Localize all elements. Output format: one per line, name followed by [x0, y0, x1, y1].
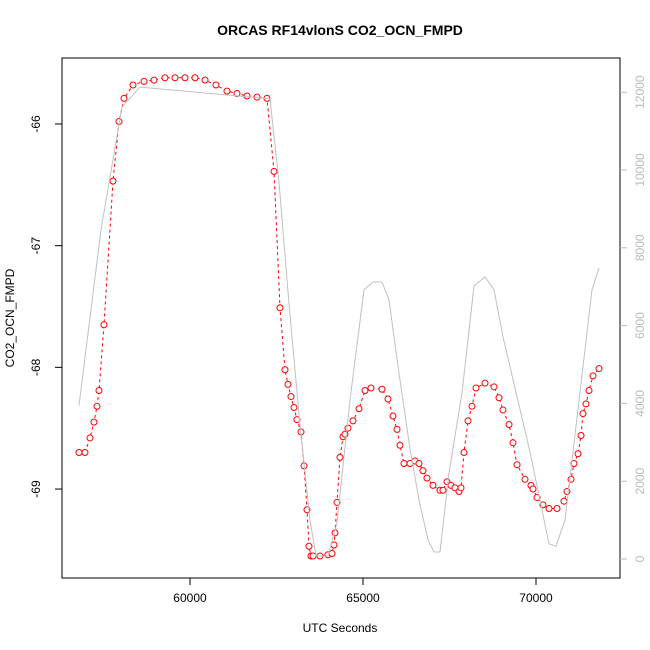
data-point — [336, 453, 344, 461]
data-point — [378, 385, 386, 393]
data-point — [93, 402, 101, 410]
data-point — [201, 76, 209, 84]
data-point — [367, 384, 375, 392]
data-point — [109, 177, 117, 185]
data-point — [419, 467, 427, 475]
data-point — [577, 431, 585, 439]
chart-title: ORCAS RF14vlonS CO2_OCN_FMPD — [217, 22, 463, 38]
data-point — [129, 81, 137, 89]
data-point — [309, 552, 317, 560]
data-point — [361, 386, 369, 394]
data-point — [305, 542, 313, 550]
data-point — [349, 417, 357, 425]
data-point — [86, 434, 94, 442]
data-point — [495, 394, 503, 402]
data-point — [533, 494, 541, 502]
data-point — [161, 74, 169, 82]
data-point — [585, 386, 593, 394]
data-point — [341, 430, 349, 438]
data-point — [570, 459, 578, 467]
data-point — [233, 90, 241, 98]
data-point — [560, 497, 568, 505]
data-point — [90, 418, 98, 426]
data-point — [181, 74, 189, 82]
data-point — [574, 450, 582, 458]
data-point — [545, 505, 553, 513]
data-point — [464, 417, 472, 425]
data-point — [457, 484, 465, 492]
y2-tick-label: 4000 — [633, 390, 647, 417]
data-point — [472, 384, 480, 392]
data-point — [393, 425, 401, 433]
data-point — [384, 395, 392, 403]
data-point — [396, 441, 404, 449]
data-point — [595, 365, 603, 373]
y2-tick-label: 6000 — [633, 312, 647, 339]
data-point — [191, 74, 199, 82]
data-point — [481, 379, 489, 387]
plot-frame — [61, 57, 621, 579]
y2-tick-label: 0 — [633, 555, 647, 562]
y2-tick-label: 12000 — [633, 75, 647, 109]
data-point — [582, 400, 590, 408]
x-tick-label: 70000 — [519, 591, 553, 605]
data-point — [567, 475, 575, 483]
data-point — [389, 412, 397, 420]
data-point — [243, 92, 251, 100]
data-point — [276, 304, 284, 312]
y2-tick-label: 2000 — [633, 468, 647, 495]
data-point — [171, 74, 179, 82]
data-point — [468, 402, 476, 410]
data-point — [553, 505, 561, 513]
data-point — [509, 439, 517, 447]
data-point — [95, 386, 103, 394]
data-point — [423, 474, 431, 482]
y-tick-label: -66 — [29, 115, 43, 133]
data-point — [579, 410, 587, 418]
data-point — [589, 372, 597, 380]
y-tick-label: -67 — [29, 237, 43, 255]
data-point — [75, 449, 83, 457]
data-point — [81, 449, 89, 457]
data-point — [287, 393, 295, 401]
data-point — [513, 461, 521, 469]
data-point — [212, 81, 220, 89]
data-point — [415, 459, 423, 467]
data-point — [521, 475, 529, 483]
data-point — [281, 366, 289, 374]
data-point — [429, 481, 437, 489]
data-point — [223, 87, 231, 95]
data-point — [344, 424, 352, 432]
y-tick-label: -69 — [29, 480, 43, 498]
y2-line — [78, 86, 600, 557]
data-point — [150, 76, 158, 84]
data-point — [490, 383, 498, 391]
data-point — [290, 404, 298, 412]
y-axis-label: CO2_OCN_FMPD — [3, 268, 17, 367]
data-point — [284, 380, 292, 388]
data-point — [400, 459, 408, 467]
x-tick-label: 65000 — [346, 591, 380, 605]
data-line — [79, 77, 600, 557]
data-point — [140, 77, 148, 85]
data-point — [355, 405, 363, 413]
data-point — [439, 486, 447, 494]
data-point — [328, 550, 336, 558]
x-tick-label: 60000 — [173, 591, 207, 605]
y2-tick-label: 10000 — [633, 153, 647, 187]
data-point — [529, 485, 537, 493]
data-point — [460, 449, 468, 457]
data-point — [499, 406, 507, 414]
data-point — [505, 421, 513, 429]
y-tick-label: -68 — [29, 358, 43, 376]
x-axis-label: UTC Seconds — [303, 621, 378, 635]
data-point — [120, 94, 128, 102]
data-point — [270, 167, 278, 175]
y2-tick-label: 8000 — [633, 234, 647, 261]
data-point — [100, 321, 108, 329]
